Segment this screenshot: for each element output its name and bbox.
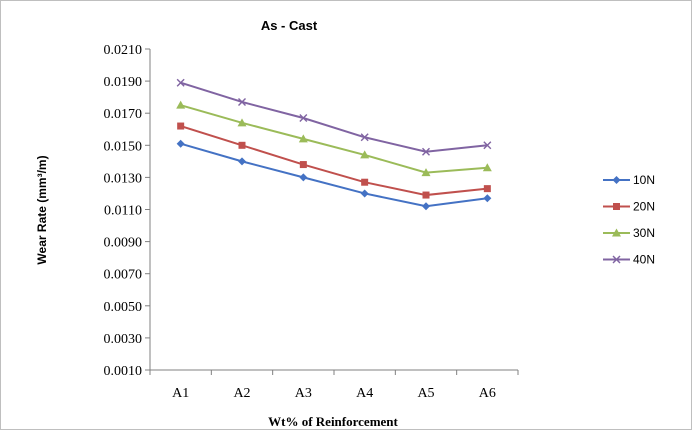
legend-marker <box>612 228 621 237</box>
data-point <box>483 141 492 150</box>
data-point <box>238 97 246 106</box>
data-point <box>422 191 430 199</box>
series-line <box>180 104 488 174</box>
data-point <box>237 118 247 127</box>
legend-label: 10N <box>633 173 655 187</box>
legend-marker <box>613 203 620 210</box>
legend-item: 30N <box>603 226 655 240</box>
legend-label: 20N <box>633 200 655 214</box>
data-point <box>360 150 370 159</box>
data-point <box>360 133 369 142</box>
y-tick-label: 0.0010 <box>104 364 143 379</box>
data-point <box>176 78 185 87</box>
legend-label: 40N <box>633 253 655 267</box>
y-tick-label: 0.0190 <box>104 75 143 90</box>
x-tick-label: A3 <box>295 386 312 401</box>
data-point <box>361 178 369 186</box>
series-line <box>180 142 488 208</box>
y-tick-label: 0.0130 <box>104 171 143 186</box>
data-point <box>421 168 431 177</box>
series-line <box>180 125 488 197</box>
data-point <box>238 157 246 166</box>
data-point <box>299 161 307 169</box>
data-point <box>422 202 430 211</box>
x-tick-label: A4 <box>356 386 373 401</box>
x-tick-label: A2 <box>233 386 250 401</box>
series-20n <box>177 122 491 199</box>
legend: 10N 20N 30N 40N <box>603 173 655 267</box>
legend-marker <box>612 176 621 184</box>
legend-label: 30N <box>633 226 655 240</box>
series-10n <box>176 139 492 211</box>
data-point <box>299 114 308 123</box>
axes: 0.0010 0.0030 0.0050 0.0070 0.0090 0.0110 0.01… <box>104 43 519 401</box>
legend-marker <box>612 255 621 264</box>
data-point <box>176 139 185 148</box>
y-tick-label: 0.0090 <box>104 236 143 251</box>
legend-item: 10N <box>603 173 655 187</box>
series-layer <box>176 78 492 211</box>
y-tick-label: 0.0210 <box>104 43 143 58</box>
x-tick-label: A5 <box>417 386 434 401</box>
y-tick-label: 0.0170 <box>104 107 143 122</box>
data-point <box>422 147 430 156</box>
data-point <box>176 100 186 109</box>
data-point <box>483 194 492 203</box>
chart-title: As - Cast <box>261 18 318 33</box>
data-point <box>482 163 492 172</box>
x-tick-label: A1 <box>172 386 189 401</box>
data-point <box>238 141 246 149</box>
x-tick-label: A6 <box>479 386 496 401</box>
legend-item: 40N <box>603 253 655 267</box>
x-axis-label: Wt% of Reinforcement <box>268 414 398 429</box>
series-line <box>180 81 488 153</box>
y-axis-label: Wear Rate (mm³/m) <box>35 155 49 264</box>
series-40n <box>176 78 492 156</box>
legend-item: 20N <box>603 200 655 214</box>
data-point <box>483 185 491 193</box>
y-tick-label: 0.0030 <box>104 332 143 347</box>
data-point <box>299 173 308 182</box>
data-point <box>360 189 369 198</box>
y-tick-label: 0.0050 <box>104 300 143 315</box>
y-tick-label: 0.0110 <box>104 204 142 219</box>
y-tick-label: 0.0070 <box>104 268 143 283</box>
y-tick-label: 0.0150 <box>104 139 143 154</box>
series-30n <box>176 100 492 177</box>
data-point <box>298 134 308 143</box>
data-point <box>177 122 185 130</box>
